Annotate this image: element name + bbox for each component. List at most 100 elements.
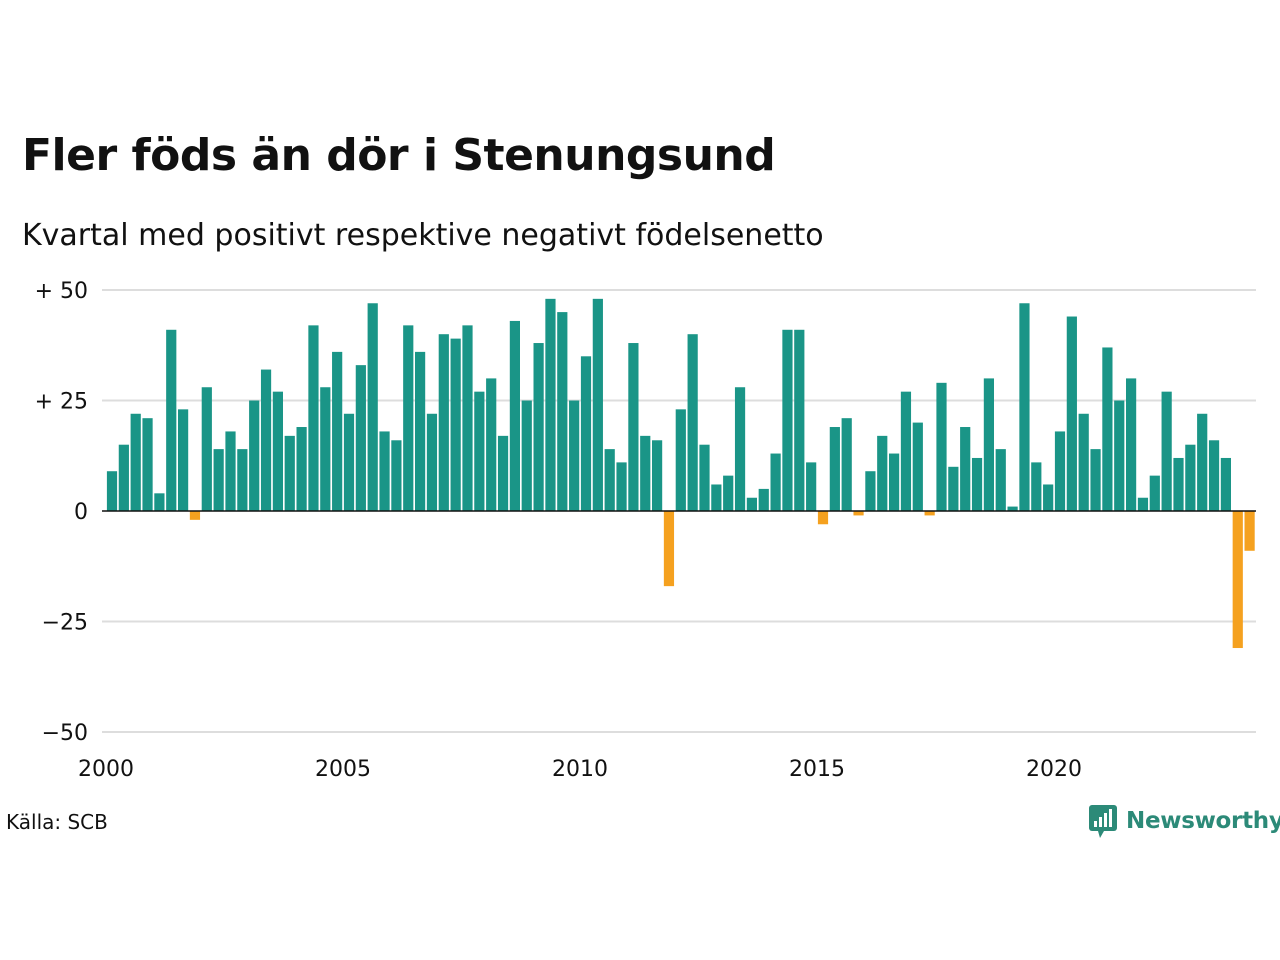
bar [865, 471, 876, 511]
bar [699, 444, 710, 511]
bar [960, 427, 971, 511]
bar [142, 418, 153, 511]
bar [166, 329, 177, 511]
bar [1114, 400, 1125, 511]
bar [806, 462, 817, 511]
bar [225, 431, 236, 511]
bar [640, 435, 651, 511]
newsworthy-logo-icon [1089, 805, 1117, 838]
bar [296, 427, 307, 511]
bar [1137, 497, 1149, 511]
bar [924, 511, 935, 516]
y-axis-ticks: + 50 + 25 0 −25 −50 [35, 279, 88, 746]
chart-title: Fler föds än dör i Stenungsund [22, 130, 776, 181]
bar [663, 511, 675, 587]
x-tick-label: 2015 [789, 757, 845, 782]
x-tick-label: 2020 [1026, 757, 1082, 782]
bar [889, 453, 900, 511]
bar [1007, 506, 1018, 511]
bar [462, 325, 473, 511]
grid-lines [102, 289, 1256, 733]
bar [415, 351, 426, 511]
bar [557, 312, 568, 511]
x-tick-label: 2010 [552, 757, 608, 782]
bar [1019, 303, 1030, 511]
x-tick-label: 2005 [315, 757, 371, 782]
bar [521, 400, 532, 511]
y-tick-label: −50 [42, 721, 88, 746]
bar [1161, 391, 1172, 511]
bar [237, 449, 248, 511]
bar [841, 418, 852, 511]
y-tick-label: + 25 [35, 390, 88, 415]
bar [474, 391, 485, 511]
bar [1090, 449, 1101, 511]
newsworthy-logo: Newsworthy [1088, 803, 1280, 839]
bar [1149, 475, 1160, 511]
bar [308, 325, 319, 511]
bar [652, 440, 663, 511]
x-axis-ticks: 2000 2005 2010 2015 2020 [78, 757, 1082, 782]
bar [1197, 413, 1208, 511]
bar [1208, 440, 1220, 511]
bar [569, 400, 580, 511]
x-tick-label: 2000 [78, 757, 134, 782]
bar [1126, 378, 1137, 511]
y-tick-label: −25 [42, 611, 88, 636]
bar [343, 413, 355, 511]
bar [675, 409, 686, 511]
bar [1031, 462, 1042, 511]
bar [1043, 484, 1054, 511]
bar [829, 427, 840, 511]
bar [438, 334, 449, 511]
bar [948, 466, 959, 511]
source-note: Källa: SCB [6, 810, 108, 834]
bar [1078, 413, 1089, 511]
bar [995, 449, 1006, 511]
bar [900, 391, 912, 511]
bar [189, 511, 201, 520]
bar [106, 471, 118, 511]
bar [213, 449, 224, 511]
bar [628, 343, 639, 511]
bar [912, 422, 923, 511]
bar [877, 435, 888, 511]
bar [486, 378, 497, 511]
bar [1185, 444, 1196, 511]
bar [332, 351, 343, 511]
bar [130, 413, 141, 511]
bar [971, 457, 983, 511]
bar [509, 320, 520, 511]
births-deaths-bar-chart: + 50 + 25 0 −25 −50 2000 2005 2010 2015 2020 [35, 279, 1256, 782]
brand-name: Newsworthy [1126, 808, 1280, 834]
bar [817, 511, 829, 525]
bar [355, 365, 366, 511]
bar [1066, 316, 1077, 511]
bar [201, 387, 212, 511]
bar [1220, 457, 1231, 511]
bar [604, 449, 615, 511]
bar [118, 444, 129, 511]
bar [367, 303, 378, 511]
y-tick-label: 0 [74, 500, 88, 525]
bar [403, 325, 414, 511]
bar [379, 431, 390, 511]
bar [770, 453, 781, 511]
bar [782, 329, 793, 511]
bar [687, 334, 698, 511]
bar [284, 435, 295, 511]
bar [616, 462, 627, 511]
bar [746, 497, 757, 511]
bar [734, 387, 746, 511]
bar [426, 413, 438, 511]
bar [249, 400, 260, 511]
bar [758, 488, 769, 511]
chart-subtitle: Kvartal med positivt respektive negativt… [22, 218, 824, 253]
bar [1102, 347, 1113, 511]
bar [1232, 511, 1243, 649]
bar [533, 343, 544, 511]
bar [545, 298, 556, 511]
bar [794, 329, 805, 511]
bar [391, 440, 402, 511]
bar [983, 378, 994, 511]
